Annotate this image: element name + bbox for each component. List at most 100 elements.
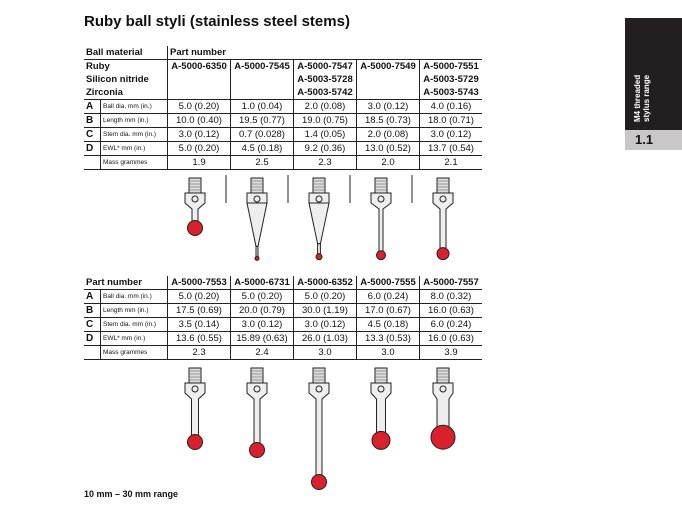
table-cell	[356, 359, 420, 360]
table-cell	[356, 86, 420, 100]
table-cell	[356, 169, 420, 170]
ruby-ball	[371, 430, 391, 450]
ruby-ball	[376, 250, 386, 261]
table-cell: A-5003-5728	[293, 73, 357, 86]
body-stem	[308, 382, 330, 483]
table-cell	[293, 169, 357, 170]
thread	[374, 177, 388, 194]
cross-hole	[191, 385, 199, 393]
table-cell: D	[84, 141, 101, 156]
table-cell: C	[84, 317, 101, 332]
table-cell	[419, 169, 482, 170]
table-cell: 13.0 (0.52)	[356, 141, 420, 156]
table-cell: B	[84, 113, 101, 128]
table-cell: 1.0 (0.04)	[230, 99, 294, 114]
table-cell: 3.0	[356, 345, 420, 360]
table-cell: 3.9	[419, 345, 482, 360]
thread	[436, 177, 450, 194]
material-row: Ruby A-5000-6350 A-5000-7545 A-5000-7547 A-5…	[84, 59, 482, 73]
table-cell: B	[84, 303, 101, 318]
table-cell: 5.0 (0.20)	[293, 289, 357, 304]
ruby-ball	[187, 434, 203, 450]
thread	[188, 177, 202, 194]
page-title: Ruby ball styli (stainless steel stems)	[84, 13, 350, 30]
table-cell	[293, 359, 357, 360]
range-footer: 10 mm – 30 mm range	[84, 489, 179, 499]
table-row: Mass grammes 2.3 2.4 3.0 3.0 3.9	[84, 345, 482, 360]
table-cell: 5.0 (0.20)	[167, 141, 231, 156]
table-cell: 13.3 (0.53)	[356, 331, 420, 346]
table-cell: 8.0 (0.32)	[419, 289, 482, 304]
tab-line-1: M4 threaded	[633, 74, 642, 122]
table-cell: 5.0 (0.20)	[167, 99, 231, 114]
section-tab	[625, 18, 682, 130]
table-cell: 13.6 (0.55)	[167, 331, 231, 346]
table-cell: 13.7 (0.54)	[419, 141, 482, 156]
table-cell: 4.5 (0.18)	[230, 141, 294, 156]
cross-hole	[191, 195, 199, 203]
table-cell: 15.89 (0.63)	[230, 331, 294, 346]
table-cell: 2.0 (0.08)	[293, 99, 357, 114]
stem	[317, 243, 321, 255]
table-cell: 2.4	[230, 345, 294, 360]
table-cell: A-5003-5743	[419, 86, 482, 100]
section-tab-text: M4 threaded stylus range	[633, 62, 651, 122]
table-row: C Stem dia. mm (in.) 3.5 (0.14) 3.0 (0.12) 3…	[84, 317, 482, 332]
table-cell: A-5003-5729	[419, 73, 482, 86]
table-cell	[356, 73, 420, 86]
ruby-ball	[254, 255, 260, 261]
table-cell: 4.5 (0.18)	[356, 317, 420, 332]
table-cell: 4.0 (0.16)	[419, 99, 482, 114]
table-cell: 16.0 (0.63)	[419, 331, 482, 346]
table-cell: EWL* mm (in.)	[100, 331, 168, 346]
table-cell: 17.5 (0.69)	[167, 303, 231, 318]
thread	[312, 367, 326, 384]
table-cell: 2.5	[230, 155, 294, 170]
table-cell: D	[84, 331, 101, 346]
table-cell: EWL* mm (in.)	[100, 141, 168, 156]
table-cell: Ball material	[86, 47, 143, 58]
table-cell: 20.0 (0.79)	[230, 303, 294, 318]
table-row: A Ball dia. mm (in.) 5.0 (0.20) 1.0 (0.04) 2…	[84, 99, 482, 114]
section-number: 1.1	[625, 130, 682, 150]
table-cell: A	[84, 289, 101, 304]
stem	[255, 245, 259, 257]
table-cell: A-5000-7549	[356, 59, 420, 73]
cross-hole	[315, 385, 323, 393]
thread	[250, 367, 264, 384]
table-cell: A-5000-7545	[230, 59, 294, 73]
table-cell: A-5000-7557	[419, 276, 482, 290]
table-cell	[419, 359, 482, 360]
thread	[374, 367, 388, 384]
table-cell: Stem dia. mm (in.)	[100, 317, 168, 332]
table-cell: 2.0	[356, 155, 420, 170]
table-cell: 6.0 (0.24)	[419, 317, 482, 332]
thread	[188, 367, 202, 384]
table-cell	[167, 86, 231, 100]
table-cell	[230, 86, 294, 100]
table-cell: 3.0 (0.12)	[356, 99, 420, 114]
cross-hole	[377, 195, 385, 203]
table-cell: A-5003-5742	[293, 86, 357, 100]
cross-hole	[439, 385, 447, 393]
ruby-ball	[249, 442, 265, 458]
cross-hole	[377, 385, 385, 393]
table-cell: Length mm (in.)	[100, 113, 168, 128]
table-cell: 17.0 (0.67)	[356, 303, 420, 318]
thread	[436, 367, 450, 384]
cone	[246, 202, 268, 247]
table-cell	[167, 359, 231, 360]
table-cell	[84, 359, 101, 360]
table-cell: Part number	[86, 277, 142, 288]
table-cell: 1.4 (0.05)	[293, 127, 357, 142]
cross-hole	[253, 385, 261, 393]
ruby-ball	[311, 474, 327, 490]
table-cell: Ball dia. mm (in.)	[100, 289, 168, 304]
table-cell: 5.0 (0.20)	[167, 289, 231, 304]
table-cell: 2.3	[293, 155, 357, 170]
table-cell: A-5000-7555	[356, 276, 420, 290]
table-cell	[167, 73, 231, 86]
cross-hole	[253, 195, 261, 203]
table-cell: Stem dia. mm (in.)	[100, 127, 168, 142]
